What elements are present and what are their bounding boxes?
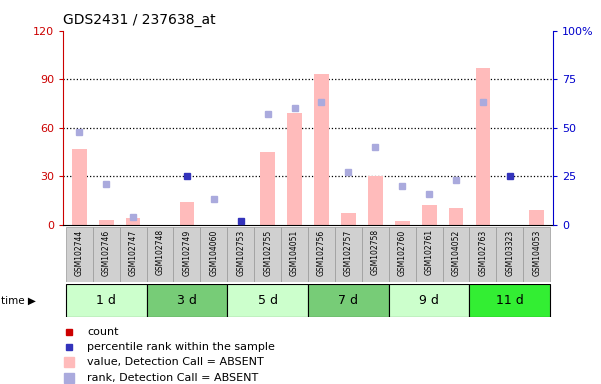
- Bar: [422, 205, 436, 225]
- Text: GSM104051: GSM104051: [290, 229, 299, 276]
- Bar: [99, 220, 114, 225]
- Bar: [362, 227, 389, 282]
- Bar: [200, 227, 227, 282]
- Text: 3 d: 3 d: [177, 294, 197, 307]
- Text: GSM102755: GSM102755: [263, 229, 272, 276]
- Text: percentile rank within the sample: percentile rank within the sample: [87, 342, 275, 352]
- Bar: [395, 222, 410, 225]
- Text: time ▶: time ▶: [1, 295, 36, 305]
- Bar: [260, 152, 275, 225]
- Bar: [180, 202, 194, 225]
- Text: value, Detection Call = ABSENT: value, Detection Call = ABSENT: [87, 358, 264, 367]
- Bar: [287, 113, 302, 225]
- Text: GSM102763: GSM102763: [478, 229, 487, 276]
- Bar: [368, 176, 383, 225]
- Text: GSM102757: GSM102757: [344, 229, 353, 276]
- Bar: [314, 74, 329, 225]
- Text: GSM102744: GSM102744: [75, 229, 84, 276]
- Bar: [389, 284, 469, 317]
- Bar: [227, 227, 254, 282]
- Bar: [66, 284, 147, 317]
- Text: 11 d: 11 d: [496, 294, 523, 307]
- Bar: [335, 227, 362, 282]
- Bar: [120, 227, 147, 282]
- Text: GSM102747: GSM102747: [129, 229, 138, 276]
- Text: GSM104053: GSM104053: [532, 229, 542, 276]
- Text: GSM102753: GSM102753: [236, 229, 245, 276]
- Text: count: count: [87, 327, 118, 337]
- Bar: [308, 227, 335, 282]
- Bar: [308, 284, 389, 317]
- Bar: [147, 227, 174, 282]
- Text: GSM104052: GSM104052: [451, 229, 460, 276]
- Bar: [389, 227, 416, 282]
- Bar: [72, 149, 87, 225]
- Bar: [529, 210, 544, 225]
- Text: 9 d: 9 d: [419, 294, 439, 307]
- Text: 7 d: 7 d: [338, 294, 358, 307]
- Bar: [174, 227, 200, 282]
- Text: GSM102748: GSM102748: [156, 229, 165, 275]
- Text: 5 d: 5 d: [258, 294, 278, 307]
- Text: GSM102749: GSM102749: [183, 229, 191, 276]
- Text: 1 d: 1 d: [96, 294, 116, 307]
- Text: GSM102761: GSM102761: [425, 229, 433, 275]
- Bar: [416, 227, 442, 282]
- Text: GDS2431 / 237638_at: GDS2431 / 237638_at: [63, 13, 216, 27]
- Text: GSM102756: GSM102756: [317, 229, 326, 276]
- Bar: [469, 227, 496, 282]
- Bar: [496, 227, 523, 282]
- Text: GSM102746: GSM102746: [102, 229, 111, 276]
- Text: rank, Detection Call = ABSENT: rank, Detection Call = ABSENT: [87, 372, 258, 383]
- Text: GSM102758: GSM102758: [371, 229, 380, 275]
- Bar: [442, 227, 469, 282]
- Bar: [341, 214, 356, 225]
- Bar: [66, 227, 93, 282]
- Text: GSM104060: GSM104060: [209, 229, 218, 276]
- Bar: [254, 227, 281, 282]
- Bar: [469, 284, 551, 317]
- Bar: [281, 227, 308, 282]
- Bar: [227, 284, 308, 317]
- Bar: [126, 218, 141, 225]
- Bar: [448, 209, 463, 225]
- Bar: [475, 68, 490, 225]
- Bar: [523, 227, 551, 282]
- Bar: [147, 284, 227, 317]
- Bar: [93, 227, 120, 282]
- Text: GSM103323: GSM103323: [505, 229, 514, 276]
- Text: GSM102760: GSM102760: [398, 229, 407, 276]
